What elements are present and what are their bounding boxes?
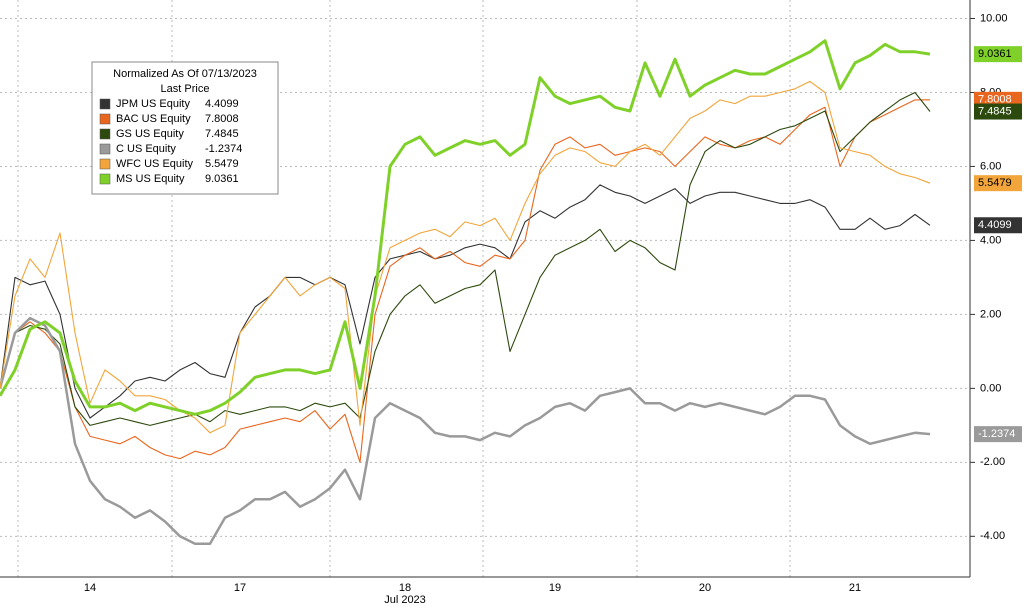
y-tick-label: -2.00 <box>980 456 1005 468</box>
x-axis-label: Jul 2023 <box>384 594 426 606</box>
legend-swatch <box>99 143 111 155</box>
legend-value: 5.5479 <box>205 158 239 170</box>
last-value-label: 4.4099 <box>978 219 1012 231</box>
x-tick-label: 20 <box>699 582 711 594</box>
series-line <box>0 80 931 434</box>
last-value-tag <box>974 46 1022 63</box>
x-tick-label: 14 <box>84 582 96 594</box>
series-line <box>0 91 931 426</box>
y-tick-label: -4.00 <box>980 530 1005 542</box>
series-line <box>0 99 931 463</box>
last-value-label: 7.8008 <box>978 94 1012 106</box>
y-tick-label: 2.00 <box>980 308 1001 320</box>
legend-value: 7.4845 <box>205 128 239 140</box>
y-tick-label: 4.00 <box>980 234 1001 246</box>
series-line <box>0 184 931 419</box>
last-value-label: 5.5479 <box>978 177 1012 189</box>
legend-swatch <box>99 128 111 140</box>
last-value-tag <box>974 426 1022 443</box>
last-value-tag <box>974 103 1022 120</box>
legend-label: BAC US Equity <box>116 113 191 125</box>
legend-subtitle: Last Price <box>161 83 210 95</box>
y-tick-label: 10.00 <box>980 12 1008 24</box>
legend-title: Normalized As Of 07/13/2023 <box>113 68 257 80</box>
legend-label: WFC US Equity <box>116 158 194 170</box>
legend: Normalized As Of 07/13/2023 Last Price J… <box>91 61 279 195</box>
legend-label: JPM US Equity <box>116 98 190 110</box>
series-line <box>0 39 931 416</box>
x-tick-label: 17 <box>234 582 246 594</box>
legend-swatch <box>99 173 111 185</box>
legend-value: 9.0361 <box>205 173 239 185</box>
legend-value: -1.2374 <box>205 143 242 155</box>
legend-label: C US Equity <box>116 143 176 155</box>
legend-value: 7.8008 <box>205 113 239 125</box>
last-value-tag <box>974 217 1022 234</box>
legend-swatch <box>99 98 111 110</box>
legend-label: MS US Equity <box>116 173 185 185</box>
legend-label: GS US Equity <box>116 128 184 140</box>
legend-value: 4.4099 <box>205 98 239 110</box>
last-value-label: -1.2374 <box>978 428 1015 440</box>
last-value-label: 9.0361 <box>978 48 1012 60</box>
y-tick-label: 0.00 <box>980 382 1001 394</box>
legend-swatch <box>99 158 111 170</box>
x-tick-label: 19 <box>549 582 561 594</box>
last-value-tag <box>974 175 1022 192</box>
series-line <box>0 316 931 545</box>
last-value-label: 7.4845 <box>978 105 1012 117</box>
x-tick-label: 18 <box>399 582 411 594</box>
legend-swatch <box>99 113 111 125</box>
y-tick-label: 6.00 <box>980 160 1001 172</box>
legend-box <box>91 61 279 195</box>
x-tick-label: 21 <box>849 582 861 594</box>
